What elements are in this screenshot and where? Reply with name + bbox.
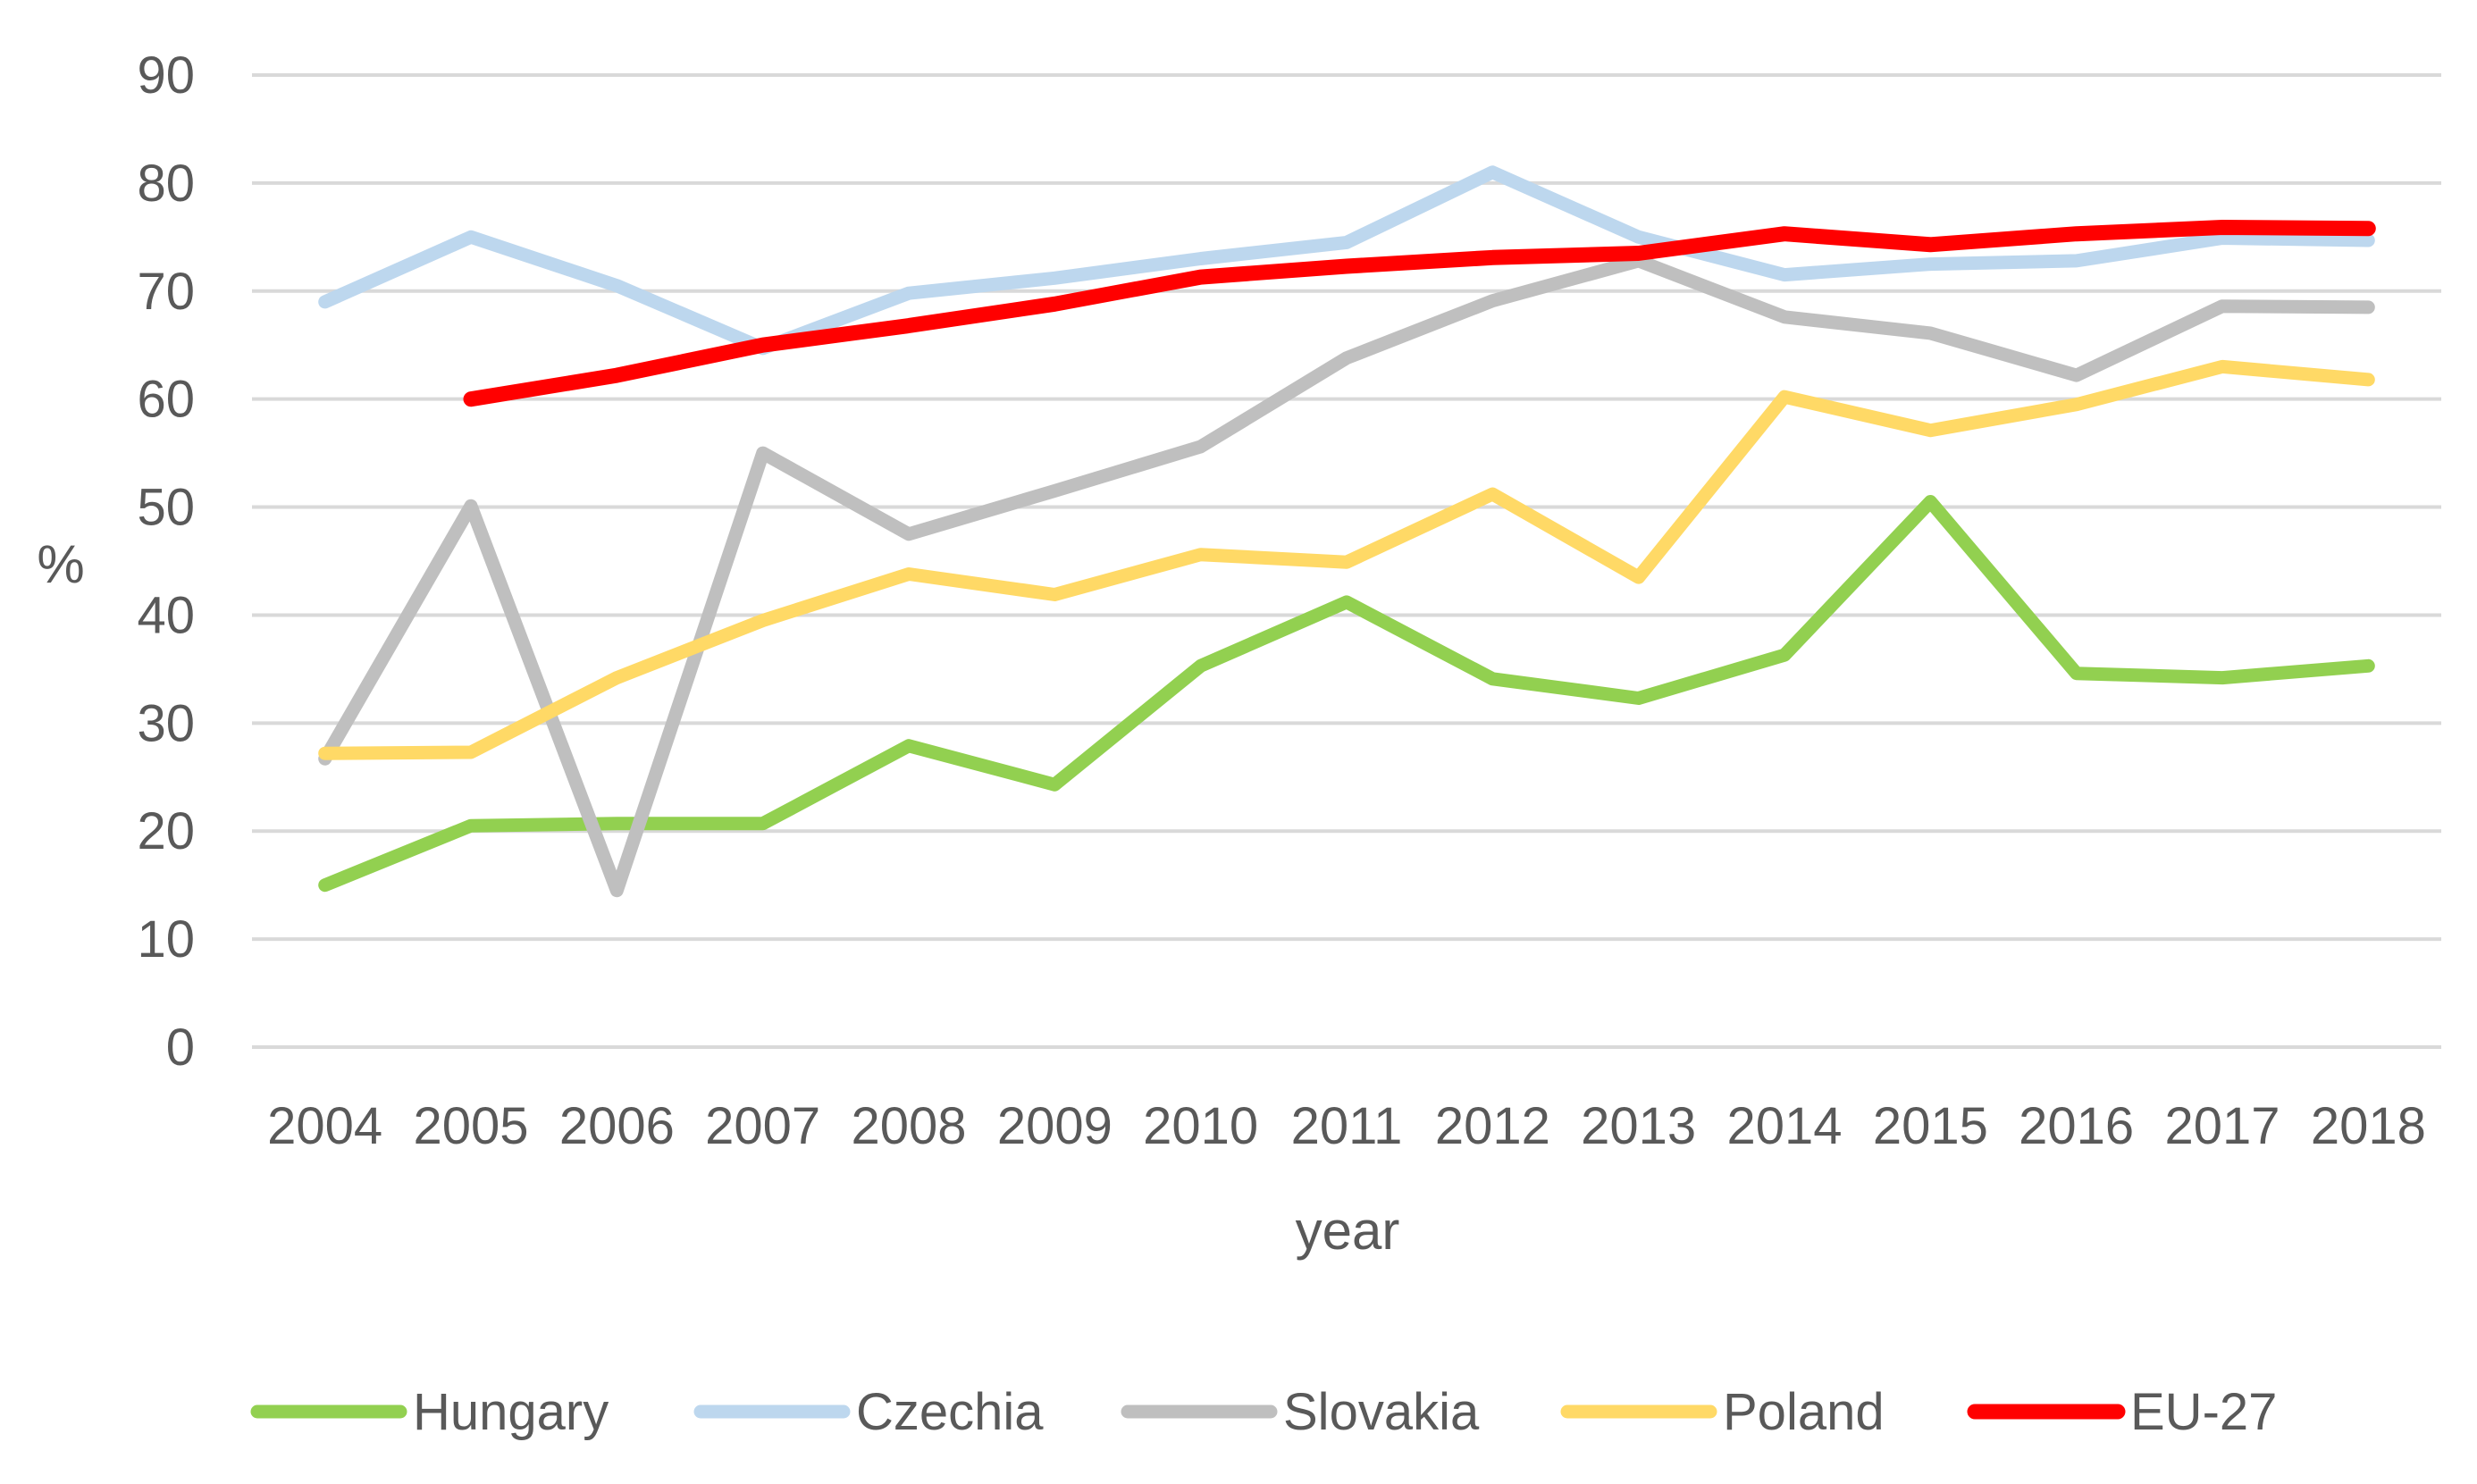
x-tick-label: 2013 — [1581, 1097, 1696, 1155]
x-tick-label: 2004 — [267, 1097, 382, 1155]
series-line-czechia — [318, 165, 2375, 356]
legend-label: EU-27 — [2130, 1383, 2277, 1441]
y-tick-label: 50 — [137, 479, 195, 537]
legend-label: Czechia — [856, 1383, 1044, 1441]
x-tick-label: 2005 — [413, 1097, 528, 1155]
y-tick-label: 70 — [137, 263, 195, 321]
y-tick-label: 90 — [137, 46, 195, 105]
x-tick-label: 2008 — [851, 1097, 966, 1155]
gridlines — [252, 73, 2441, 1049]
y-tick-label: 30 — [137, 694, 195, 752]
x-axis-title: year — [1296, 1201, 1400, 1261]
legend: Hungary Czechia Slovakia Poland EU-27 — [250, 1383, 2277, 1441]
y-tick-label: 10 — [137, 910, 195, 968]
legend-label: Hungary — [413, 1383, 609, 1441]
x-tick-label: 2006 — [559, 1097, 675, 1155]
x-tick-label: 2015 — [1873, 1097, 1988, 1155]
x-tick-label: 2007 — [705, 1097, 820, 1155]
legend-label: Poland — [1723, 1383, 1885, 1441]
x-axis-tick-labels: 2004 2005 2006 2007 2008 2009 2010 2011 2012 2013… — [267, 1097, 2426, 1155]
x-tick-label: 2016 — [2019, 1097, 2134, 1155]
y-axis-tick-labels: 0 10 20 30 40 50 60 70 80 90 — [137, 46, 195, 1077]
x-tick-label: 2011 — [1291, 1097, 1403, 1155]
y-tick-label: 80 — [137, 155, 195, 213]
series-line-poland — [318, 359, 2375, 760]
series-lines — [318, 165, 2376, 898]
x-tick-label: 2012 — [1435, 1097, 1550, 1155]
x-tick-label: 2010 — [1143, 1097, 1258, 1155]
series-line-eu-27 — [463, 220, 2376, 407]
y-tick-label: 0 — [166, 1019, 195, 1077]
x-tick-label: 2009 — [997, 1097, 1113, 1155]
x-tick-label: 2017 — [2164, 1097, 2280, 1155]
y-tick-label: 40 — [137, 586, 195, 644]
series-line-hungary — [318, 495, 2375, 893]
x-tick-label: 2014 — [1726, 1097, 1842, 1155]
y-axis-title: % — [37, 534, 84, 594]
y-tick-label: 60 — [137, 371, 195, 429]
series-line-slovakia — [318, 254, 2375, 898]
legend-label: Slovakia — [1283, 1383, 1480, 1441]
x-tick-label: 2018 — [2311, 1097, 2426, 1155]
y-tick-label: 20 — [137, 802, 195, 860]
